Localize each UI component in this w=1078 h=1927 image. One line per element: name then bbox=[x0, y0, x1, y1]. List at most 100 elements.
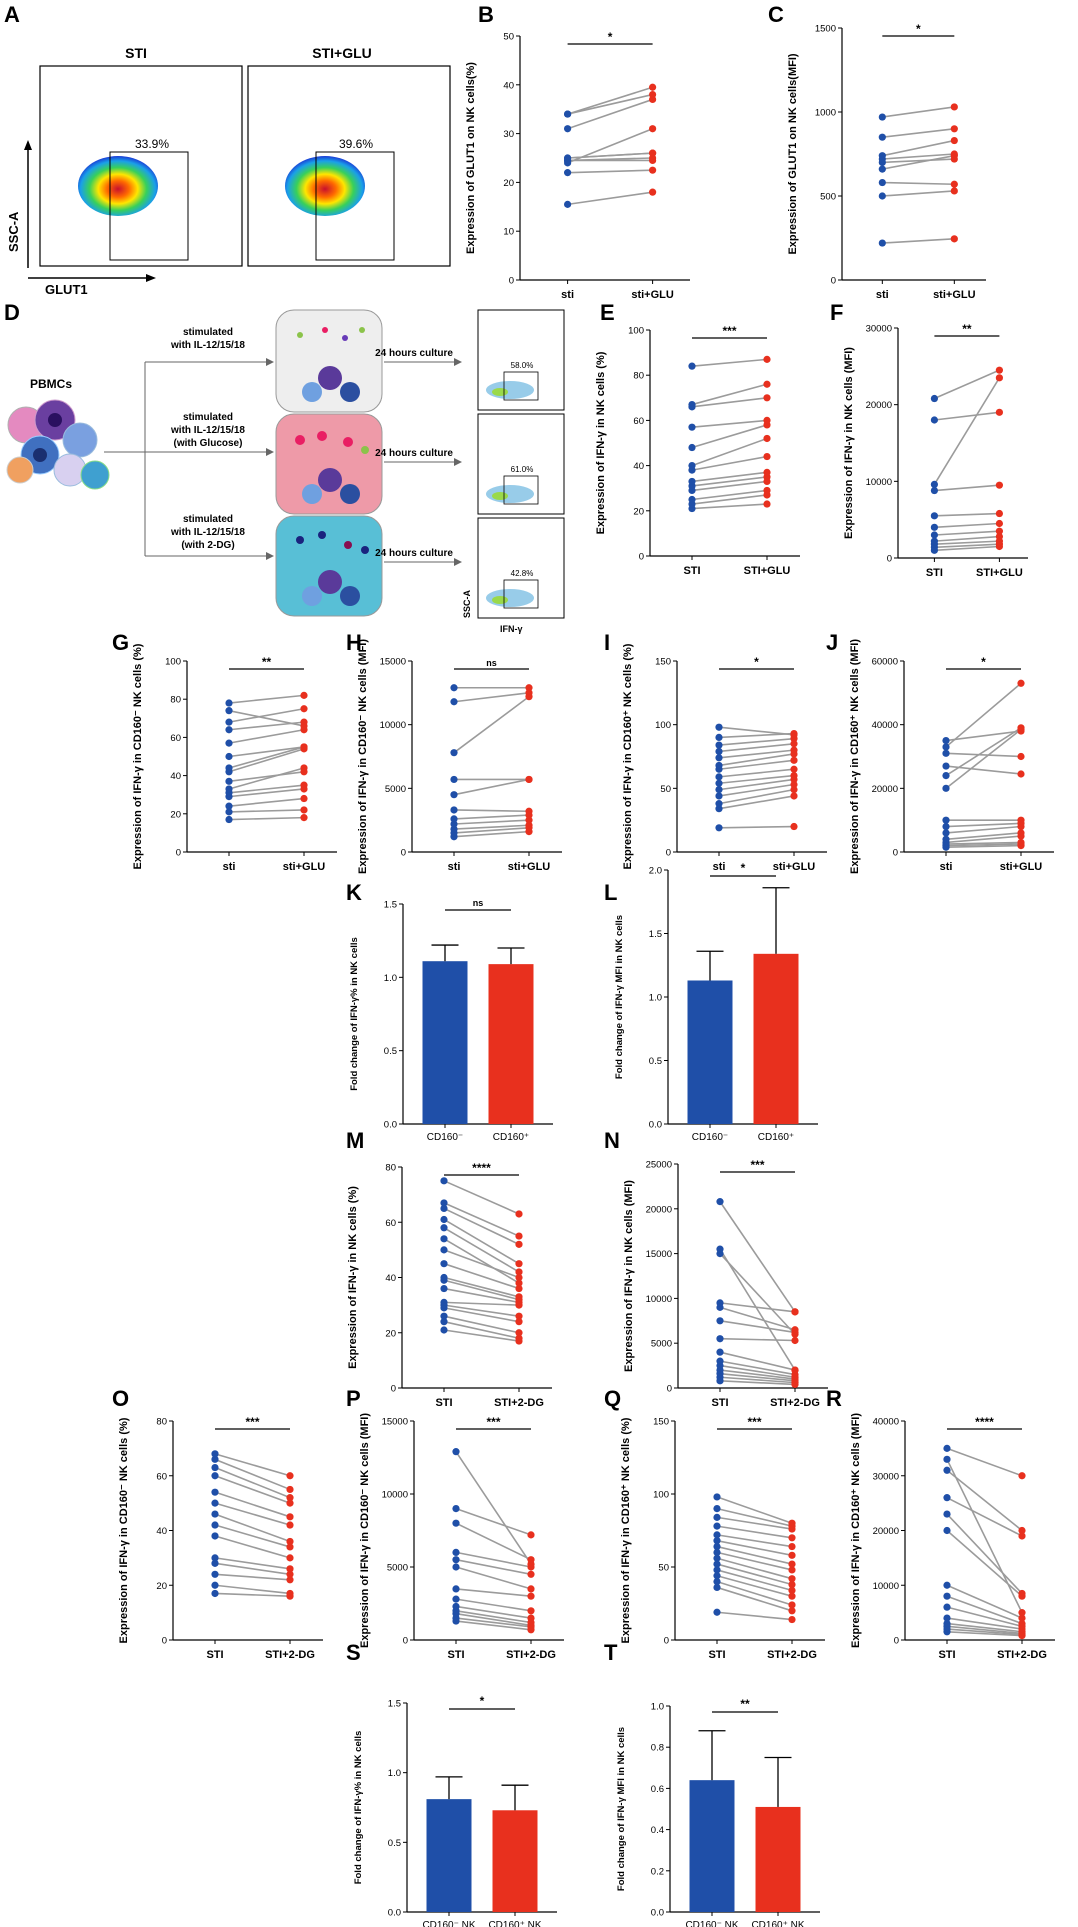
pair-line-e-1 bbox=[691, 494, 768, 505]
pair-line-i-7 bbox=[718, 759, 795, 771]
pair-line-n-4 bbox=[719, 1364, 796, 1379]
point-i-8-a bbox=[715, 761, 723, 770]
pair-line-e-6 bbox=[691, 455, 768, 471]
pair-line-m-13 bbox=[443, 1218, 520, 1265]
point-h-3-a bbox=[450, 820, 458, 828]
pair-line-q-5 bbox=[716, 1563, 793, 1586]
ytick-label-q-3: 150 bbox=[653, 1417, 669, 1428]
point-q-12-a bbox=[713, 1513, 721, 1521]
point-q-10-b bbox=[788, 1542, 796, 1551]
pair-line-i-2 bbox=[718, 788, 795, 805]
xtick-label-e-1: STI+GLU bbox=[744, 565, 791, 577]
sig-label-c: * bbox=[916, 22, 921, 36]
chart-k: 0.0 0.5 1.0 1.5 Fold change of IFN-γ% in NK … bbox=[349, 898, 553, 1143]
pair-line-h-0 bbox=[453, 830, 530, 838]
pair-line-c-2 bbox=[882, 181, 955, 186]
pair-line-n-0 bbox=[719, 1380, 796, 1386]
point-b-9-a bbox=[564, 159, 572, 167]
pair-line-r-4 bbox=[946, 1617, 1023, 1630]
pair-line-r-11 bbox=[946, 1469, 1023, 1532]
point-h-9-a bbox=[450, 698, 458, 706]
ylabel-l: Fold change of IFN-γ MFI in NK cells bbox=[614, 915, 625, 1079]
pair-line-h-9 bbox=[453, 692, 530, 703]
point-h-8-a bbox=[450, 749, 458, 757]
pair-line-m-12 bbox=[443, 1227, 520, 1273]
ytick-label-t-2: 0.4 bbox=[651, 1825, 664, 1836]
pair-line-f-1 bbox=[934, 543, 1000, 549]
pair-line-q-12 bbox=[716, 1516, 793, 1530]
pair-line-c-0 bbox=[882, 238, 955, 244]
point-r-13-a bbox=[943, 1444, 951, 1452]
point-c-6-b bbox=[950, 136, 958, 145]
ytick-label-n-3: 15000 bbox=[646, 1249, 672, 1260]
pair-line-j-3 bbox=[945, 835, 1022, 844]
point-r-9-b bbox=[1018, 1589, 1026, 1598]
point-n-7-b bbox=[791, 1336, 799, 1345]
pair-line-p-1 bbox=[455, 1617, 532, 1628]
ytick-label-s-2: 1.0 bbox=[388, 1768, 401, 1779]
point-b-0-a bbox=[564, 200, 572, 208]
sig-label-o: *** bbox=[245, 1415, 259, 1429]
point-b-8-b bbox=[649, 83, 657, 91]
point-c-2-a bbox=[878, 178, 886, 187]
ytick-label-j-2: 40000 bbox=[872, 720, 898, 731]
point-m-16-a bbox=[440, 1177, 448, 1185]
point-q-7-b bbox=[788, 1566, 796, 1574]
point-m-10-a bbox=[440, 1246, 448, 1254]
pair-line-f-6 bbox=[934, 512, 1000, 517]
point-r-8-a bbox=[943, 1526, 951, 1535]
point-r-6-b bbox=[1018, 1619, 1026, 1628]
ytick-label-g-5: 100 bbox=[165, 657, 181, 668]
pair-line-m-7 bbox=[443, 1279, 520, 1301]
pair-line-j-4 bbox=[945, 832, 1022, 841]
pair-line-m-6 bbox=[443, 1287, 520, 1304]
point-b-9-b bbox=[649, 125, 657, 133]
point-f-5-a bbox=[930, 523, 939, 531]
point-e-12-b bbox=[763, 355, 771, 363]
point-p-6-b bbox=[527, 1592, 535, 1600]
ytick-label-k-0: 0.0 bbox=[384, 1120, 397, 1131]
flow-density-1 bbox=[78, 156, 158, 216]
xtick-label-q-1: STI+2-DG bbox=[767, 1649, 817, 1661]
pair-line-m-3 bbox=[443, 1307, 520, 1323]
xtick-label-o-1: STI+2-DG bbox=[265, 1649, 315, 1661]
pair-line-b-6 bbox=[567, 98, 653, 130]
chart-h: 0 5000 10000 15000 Expression of IFN-γ in CD… bbox=[357, 639, 562, 874]
pair-line-r-3 bbox=[946, 1622, 1023, 1633]
pair-line-e-0 bbox=[691, 503, 768, 510]
pair-line-q-14 bbox=[716, 1496, 793, 1524]
cond2-line3: (with Glucose) bbox=[174, 438, 243, 449]
point-f-4-b bbox=[995, 527, 1004, 535]
ytick-label-b-4: 40 bbox=[503, 80, 514, 91]
xtick-label-h-1: sti+GLU bbox=[508, 861, 551, 873]
panel-a-flow: STI STI+GLU 33.9% 39.6% SSC-A GLUT1 bbox=[6, 45, 451, 297]
point-f-3-a bbox=[930, 537, 939, 545]
pair-line-n-1 bbox=[719, 1376, 796, 1384]
flow-box-2 bbox=[247, 65, 451, 267]
point-m-14-b bbox=[515, 1240, 523, 1248]
xtick-label-l-1: CD160⁺ bbox=[758, 1132, 794, 1143]
pair-line-e-3 bbox=[691, 480, 768, 492]
point-f-8-a bbox=[930, 480, 939, 488]
ylabel-k: Fold change of IFN-γ% in NK cells bbox=[349, 937, 360, 1091]
pair-line-h-3 bbox=[453, 819, 530, 825]
pair-line-r-13 bbox=[946, 1447, 1023, 1477]
pair-line-i-1 bbox=[718, 795, 795, 810]
pair-line-g-12 bbox=[228, 707, 305, 723]
point-i-3-b bbox=[790, 780, 798, 789]
pair-line-n-9 bbox=[719, 1306, 796, 1331]
xtick-label-r-1: STI+2-DG bbox=[997, 1649, 1047, 1661]
ytick-label-h-1: 5000 bbox=[385, 784, 406, 795]
pair-line-o-1 bbox=[214, 1584, 291, 1595]
pair-line-c-3 bbox=[882, 154, 955, 170]
point-i-2-b bbox=[790, 786, 798, 794]
ytick-label-e-2: 40 bbox=[633, 461, 644, 472]
flow-gate-label-2: 39.6% bbox=[339, 137, 373, 151]
pair-line-p-11 bbox=[455, 1507, 532, 1536]
point-r-7-b bbox=[1018, 1614, 1026, 1622]
point-i-1-a bbox=[715, 805, 723, 813]
point-o-7-a bbox=[211, 1510, 219, 1518]
ylabel-p: Expression of IFN-γ in CD160⁻ NK cells (… bbox=[359, 1413, 371, 1648]
point-f-8-b bbox=[995, 374, 1004, 382]
point-o-8-a bbox=[211, 1499, 219, 1507]
